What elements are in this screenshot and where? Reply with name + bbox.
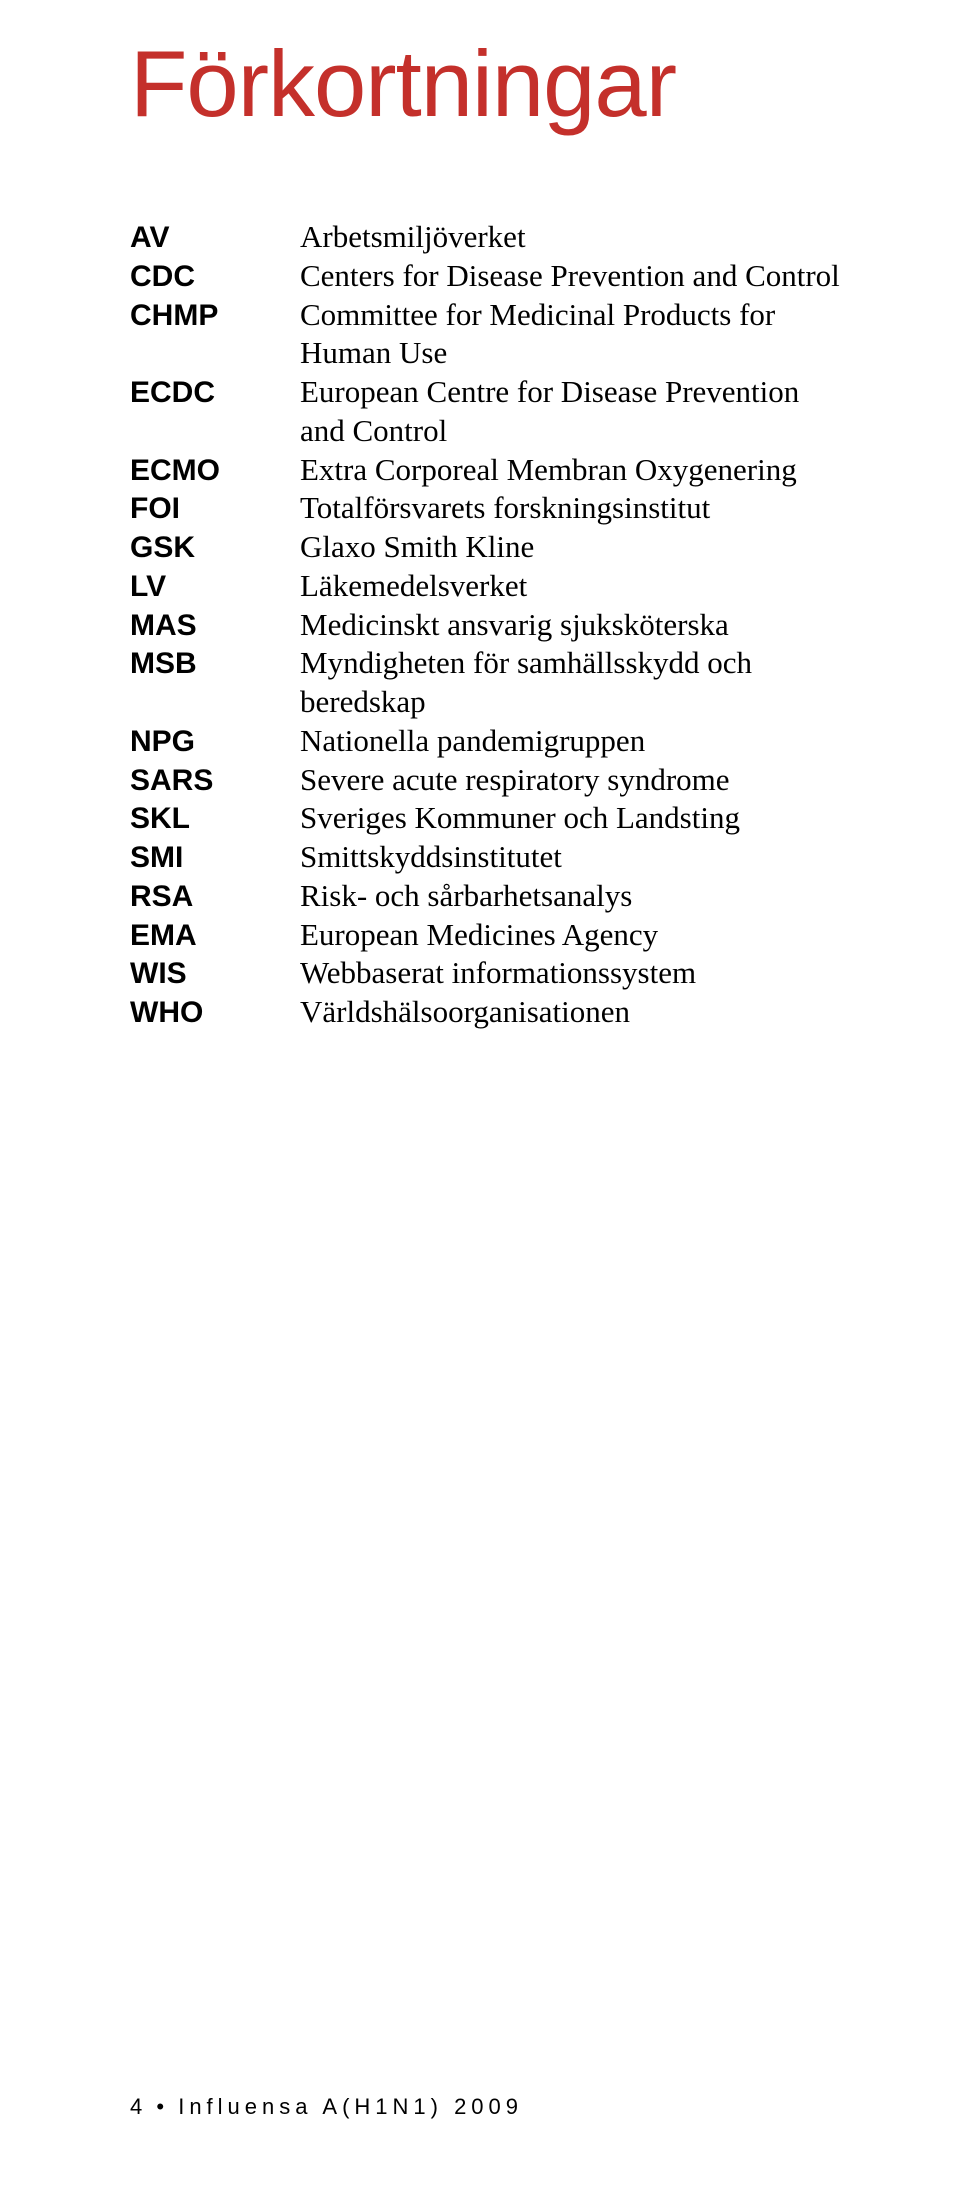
abbreviation-definition: Läkemedelsverket (300, 567, 850, 606)
abbreviation-term: SARS (130, 761, 300, 800)
abbreviation-definition: Glaxo Smith Kline (300, 528, 850, 567)
abbreviation-table: AVArbetsmiljöverketCDCCenters for Diseas… (130, 218, 850, 1032)
abbreviation-term: AV (130, 218, 300, 257)
abbreviation-definition: Risk- och sårbarhetsanalys (300, 877, 850, 916)
table-row: LVLäkemedelsverket (130, 567, 850, 606)
table-row: SMISmittskyddsinstitutet (130, 838, 850, 877)
abbreviation-term: EMA (130, 916, 300, 955)
table-row: WISWebbaserat informationssystem (130, 954, 850, 993)
table-row: AVArbetsmiljöverket (130, 218, 850, 257)
abbreviation-term: NPG (130, 722, 300, 761)
table-row: GSKGlaxo Smith Kline (130, 528, 850, 567)
page-footer: 4 • Influensa A(H1N1) 2009 (130, 2094, 523, 2120)
table-row: NPGNationella pandemigruppen (130, 722, 850, 761)
table-row: ECDCEuropean Centre for Disease Preventi… (130, 373, 850, 451)
abbreviation-term: CHMP (130, 296, 300, 374)
abbreviation-term: MSB (130, 644, 300, 722)
abbreviation-term: FOI (130, 489, 300, 528)
abbreviation-definition: Totalförsvarets forskningsinstitut (300, 489, 850, 528)
abbreviation-term: CDC (130, 257, 300, 296)
table-row: EMAEuropean Medicines Agency (130, 916, 850, 955)
abbreviation-definition: Arbetsmiljöverket (300, 218, 850, 257)
abbreviation-term: MAS (130, 606, 300, 645)
table-row: MASMedicinskt ansvarig sjuksköterska (130, 606, 850, 645)
table-row: CHMPCommittee for Medicinal Products for… (130, 296, 850, 374)
page-number: 4 (130, 2094, 142, 2119)
table-row: RSARisk- och sårbarhetsanalys (130, 877, 850, 916)
abbreviation-definition: European Centre for Disease Prevention a… (300, 373, 850, 451)
abbreviation-definition: European Medicines Agency (300, 916, 850, 955)
abbreviation-definition: Nationella pandemigruppen (300, 722, 850, 761)
table-row: MSBMyndigheten för samhällsskydd och ber… (130, 644, 850, 722)
abbreviation-term: LV (130, 567, 300, 606)
abbreviation-term: WIS (130, 954, 300, 993)
footer-separator: • (156, 2094, 164, 2119)
abbreviation-definition: Världshälsoorganisationen (300, 993, 850, 1032)
abbreviation-tbody: AVArbetsmiljöverketCDCCenters for Diseas… (130, 218, 850, 1032)
abbreviation-term: GSK (130, 528, 300, 567)
abbreviation-definition: Centers for Disease Prevention and Contr… (300, 257, 850, 296)
page-title: Förkortningar (130, 30, 850, 138)
abbreviation-term: ECMO (130, 451, 300, 490)
table-row: SKLSveriges Kommuner och Landsting (130, 799, 850, 838)
abbreviation-term: RSA (130, 877, 300, 916)
abbreviation-term: SMI (130, 838, 300, 877)
table-row: SARSSevere acute respiratory syndrome (130, 761, 850, 800)
abbreviation-definition: Medicinskt ansvarig sjuksköterska (300, 606, 850, 645)
abbreviation-term: WHO (130, 993, 300, 1032)
abbreviation-definition: Sveriges Kommuner och Landsting (300, 799, 850, 838)
table-row: WHOVärldshälsoorganisationen (130, 993, 850, 1032)
abbreviation-term: SKL (130, 799, 300, 838)
abbreviation-definition: Committee for Medicinal Products for Hum… (300, 296, 850, 374)
abbreviation-definition: Extra Corporeal Membran Oxygenering (300, 451, 850, 490)
abbreviation-term: ECDC (130, 373, 300, 451)
table-row: FOITotalförsvarets forskningsinstitut (130, 489, 850, 528)
abbreviation-definition: Severe acute respiratory syndrome (300, 761, 850, 800)
abbreviation-definition: Myndigheten för samhällsskydd och bereds… (300, 644, 850, 722)
table-row: CDCCenters for Disease Prevention and Co… (130, 257, 850, 296)
abbreviation-definition: Smittskyddsinstitutet (300, 838, 850, 877)
document-page: Förkortningar AVArbetsmiljöverketCDCCent… (0, 0, 960, 2198)
abbreviation-definition: Webbaserat informationssystem (300, 954, 850, 993)
book-title: Influensa A(H1N1) 2009 (178, 2094, 523, 2119)
table-row: ECMOExtra Corporeal Membran Oxygenering (130, 451, 850, 490)
